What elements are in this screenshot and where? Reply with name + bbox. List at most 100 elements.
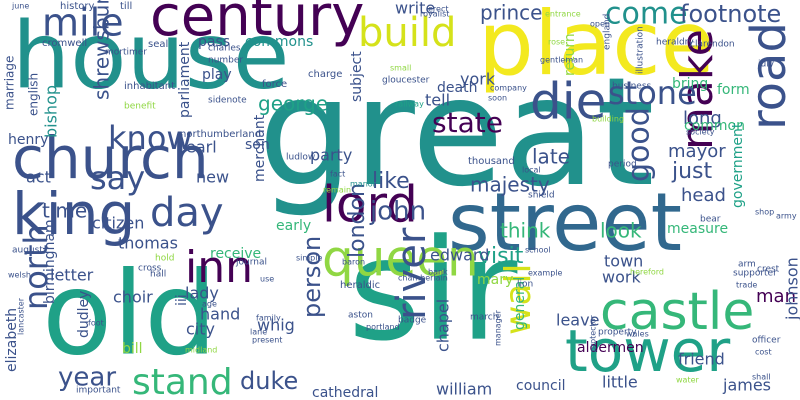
word-birmingham: birmingham	[42, 219, 58, 304]
word-return: return	[562, 33, 578, 76]
word-measure: measure	[667, 221, 728, 237]
word-old: old	[42, 248, 217, 382]
word-chamberlain: chamberlain	[398, 274, 448, 283]
word-william: william	[436, 380, 492, 399]
word-elizabeth: elizabeth	[4, 308, 20, 372]
word-welsh: welsh	[8, 271, 31, 280]
word-baron: baron	[342, 258, 365, 267]
word-head: head	[681, 185, 726, 206]
word-council: council	[516, 378, 566, 394]
word-lane: lane	[250, 328, 267, 337]
word-good: good	[622, 107, 657, 182]
word-george: george	[258, 92, 328, 116]
word-bear: bear	[700, 215, 721, 225]
word-seal: seal	[148, 39, 168, 50]
word-ludlow: ludlow	[286, 153, 315, 163]
word-august: august	[12, 246, 43, 256]
word-cross: cross	[138, 264, 162, 274]
word-pass: pass	[198, 34, 230, 50]
word-remain: remain	[323, 186, 351, 195]
word-thomas: thomas	[118, 234, 178, 253]
word-school: school	[525, 246, 551, 255]
word-small: small	[390, 64, 411, 73]
word-place: place	[478, 0, 715, 95]
word-gentleman: gentleman	[540, 56, 583, 65]
word-mary: mary	[477, 272, 513, 288]
word-road: road	[741, 22, 797, 130]
word-queen: queen	[322, 230, 479, 288]
word-england: england	[603, 14, 613, 50]
word-little: little	[602, 373, 638, 392]
word-railway: railway	[395, 100, 424, 109]
word-commons: commons	[245, 34, 313, 50]
word-foot: foot	[88, 319, 104, 328]
word-parliament: parliament	[177, 41, 193, 118]
word-day: day	[150, 190, 224, 236]
word-choir: choir	[113, 288, 153, 307]
word-lancaster: lancaster	[17, 297, 26, 335]
word-tower: tower	[565, 317, 730, 385]
word-write: write	[395, 0, 435, 18]
word-town: town	[604, 252, 643, 271]
word-number: number	[208, 56, 243, 66]
word-john: john	[369, 197, 426, 227]
word-cromwell: cromwell	[42, 38, 87, 49]
word-officer: officer	[752, 336, 781, 346]
word-leave: leave	[556, 311, 599, 330]
word-think: think	[500, 219, 551, 243]
word-tell: tell	[425, 91, 450, 110]
word-open: open	[590, 20, 610, 29]
word-like: like	[372, 169, 410, 194]
word-citizen: citizen	[92, 214, 144, 233]
word-property: property	[598, 328, 637, 338]
word-fact: fact	[330, 170, 345, 179]
word-wales: wales	[626, 330, 649, 339]
word-say: say	[90, 159, 145, 197]
word-river: river	[389, 227, 435, 320]
word-build: build	[358, 10, 456, 56]
word-york: york	[460, 70, 496, 89]
word-sidenote: sidenote	[208, 96, 247, 106]
word-shall: shall	[752, 373, 771, 382]
word-bring: bring	[672, 76, 708, 92]
word-stand: stand	[132, 362, 233, 400]
word-gloucester: gloucester	[382, 76, 430, 86]
word-shop: shop	[755, 208, 774, 217]
word-state: state	[432, 106, 503, 139]
word-iii: iii	[174, 294, 190, 306]
word-prince: prince	[480, 1, 542, 25]
word-james: james	[722, 376, 771, 395]
word-hold: hold	[155, 254, 174, 264]
word-work: work	[602, 268, 641, 287]
word-manager: manager	[494, 309, 503, 346]
word-new: new	[196, 168, 229, 187]
word-water: water	[676, 376, 700, 385]
word-aston: aston	[348, 311, 373, 321]
word-illustration: illustration	[636, 26, 646, 74]
word-mortimer: mortimer	[105, 48, 147, 58]
word-visit: visit	[478, 244, 524, 269]
word-charles: charles	[208, 44, 241, 54]
word-general: general	[512, 277, 528, 330]
word-northumberland: northumberland	[180, 129, 261, 140]
word-shrewsbury: shrewsbury	[90, 0, 114, 100]
word-building: building	[592, 115, 624, 124]
word-lion: lion	[517, 280, 533, 290]
word-hall: hall	[150, 270, 166, 280]
word-rose: rose	[548, 38, 565, 47]
word-person: person	[298, 236, 326, 318]
word-wall: wall	[498, 263, 539, 335]
word-heraldry: heraldry	[656, 38, 694, 48]
word-come: come	[605, 0, 688, 32]
word-soon: soon	[488, 94, 507, 103]
word-force: force	[262, 79, 287, 90]
word-make: make	[672, 29, 723, 150]
word-present: present	[252, 336, 282, 345]
word-family: family	[256, 314, 281, 323]
word-erect: erect	[428, 5, 449, 14]
word-hand: hand	[200, 305, 240, 324]
word-year: year	[58, 363, 116, 393]
word-sir: sir	[348, 210, 518, 373]
word-crest: crest	[757, 265, 780, 275]
